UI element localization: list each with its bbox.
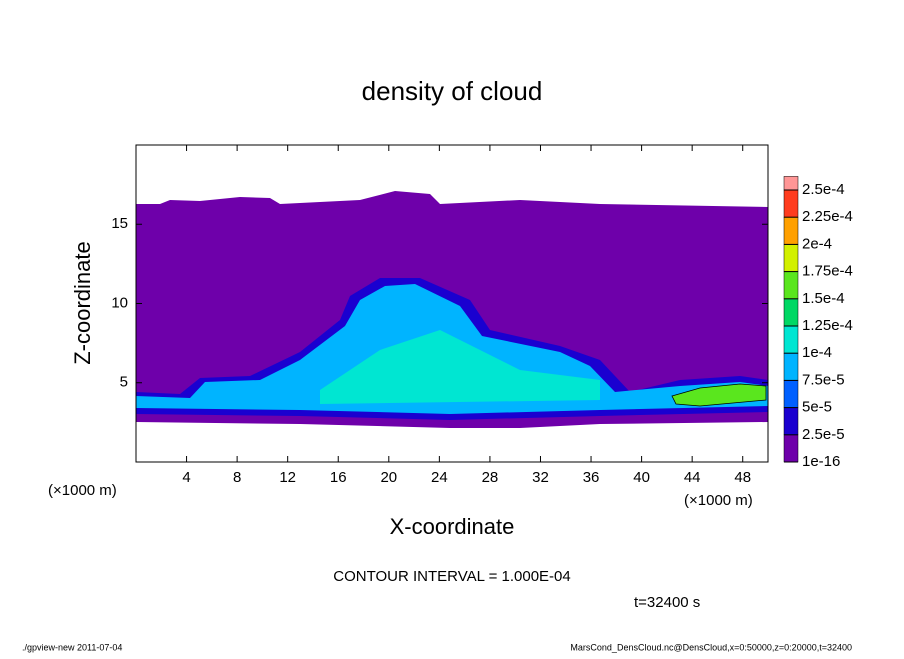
colorbar-box: [783, 352, 799, 381]
footer-right: MarsCond_DensCloud.nc@DensCloud,x=0:5000…: [570, 642, 852, 652]
x-tick-label: 8: [233, 469, 241, 486]
colorbar-box: [783, 244, 799, 272]
colorbar-label: 7.5e-5: [802, 371, 845, 388]
contour-interval: CONTOUR INTERVAL = 1.000E-04: [333, 568, 570, 585]
colorbar-box: [783, 189, 799, 218]
y-tick-label: 15: [111, 215, 128, 232]
colorbar-label: 1e-16: [802, 453, 840, 470]
y-tick-label: 10: [111, 294, 128, 311]
footer-left: ./gpview-new 2011-07-04: [22, 642, 122, 652]
colorbar-label: 1e-4: [802, 344, 832, 361]
colorbar-box: [783, 271, 799, 300]
x-axis-label: X-coordinate: [390, 514, 515, 539]
colorbar-box: [783, 380, 799, 408]
colorbar-label: 2.25e-4: [802, 208, 853, 225]
colorbar-box: [783, 176, 799, 191]
x-tick-label: 28: [482, 469, 499, 486]
x-tick-label: 24: [431, 469, 448, 486]
x-tick-label: 12: [279, 469, 296, 486]
colorbar-box: [783, 325, 799, 354]
cloud-dense: [320, 330, 600, 404]
x-tick-label: 20: [380, 469, 397, 486]
colorbar-label: 2.5e-5: [802, 426, 845, 443]
colorbar-label: 1.25e-4: [802, 317, 853, 334]
y-axis-label: Z-coordinate: [70, 241, 95, 365]
x-unit-label: (×1000 m): [684, 492, 753, 509]
y-tick-label: 5: [120, 374, 128, 391]
colorbar-box: [783, 407, 799, 436]
x-tick-label: 48: [734, 469, 751, 486]
time-label: t=32400 s: [634, 594, 700, 611]
colorbar-label: 2e-4: [802, 235, 832, 252]
x-tick-label: 32: [532, 469, 549, 486]
chart-title: density of cloud: [362, 76, 543, 106]
field: [136, 191, 768, 428]
colorbar-box: [783, 434, 799, 463]
colorbar-label: 1.75e-4: [802, 263, 853, 280]
colorbar-label: 5e-5: [802, 399, 832, 416]
cloud-peak: [671, 383, 767, 407]
x-unit-label: (×1000 m): [48, 482, 117, 499]
x-tick-label: 36: [583, 469, 600, 486]
x-tick-label: 40: [633, 469, 650, 486]
colorbar-label: 1.5e-4: [802, 290, 845, 307]
colorbar-label: 2.5e-4: [802, 181, 845, 198]
colorbar-box: [783, 216, 799, 245]
x-tick-label: 16: [330, 469, 347, 486]
x-tick-label: 4: [182, 469, 190, 486]
x-tick-label: 44: [684, 469, 701, 486]
colorbar-box: [783, 298, 799, 327]
